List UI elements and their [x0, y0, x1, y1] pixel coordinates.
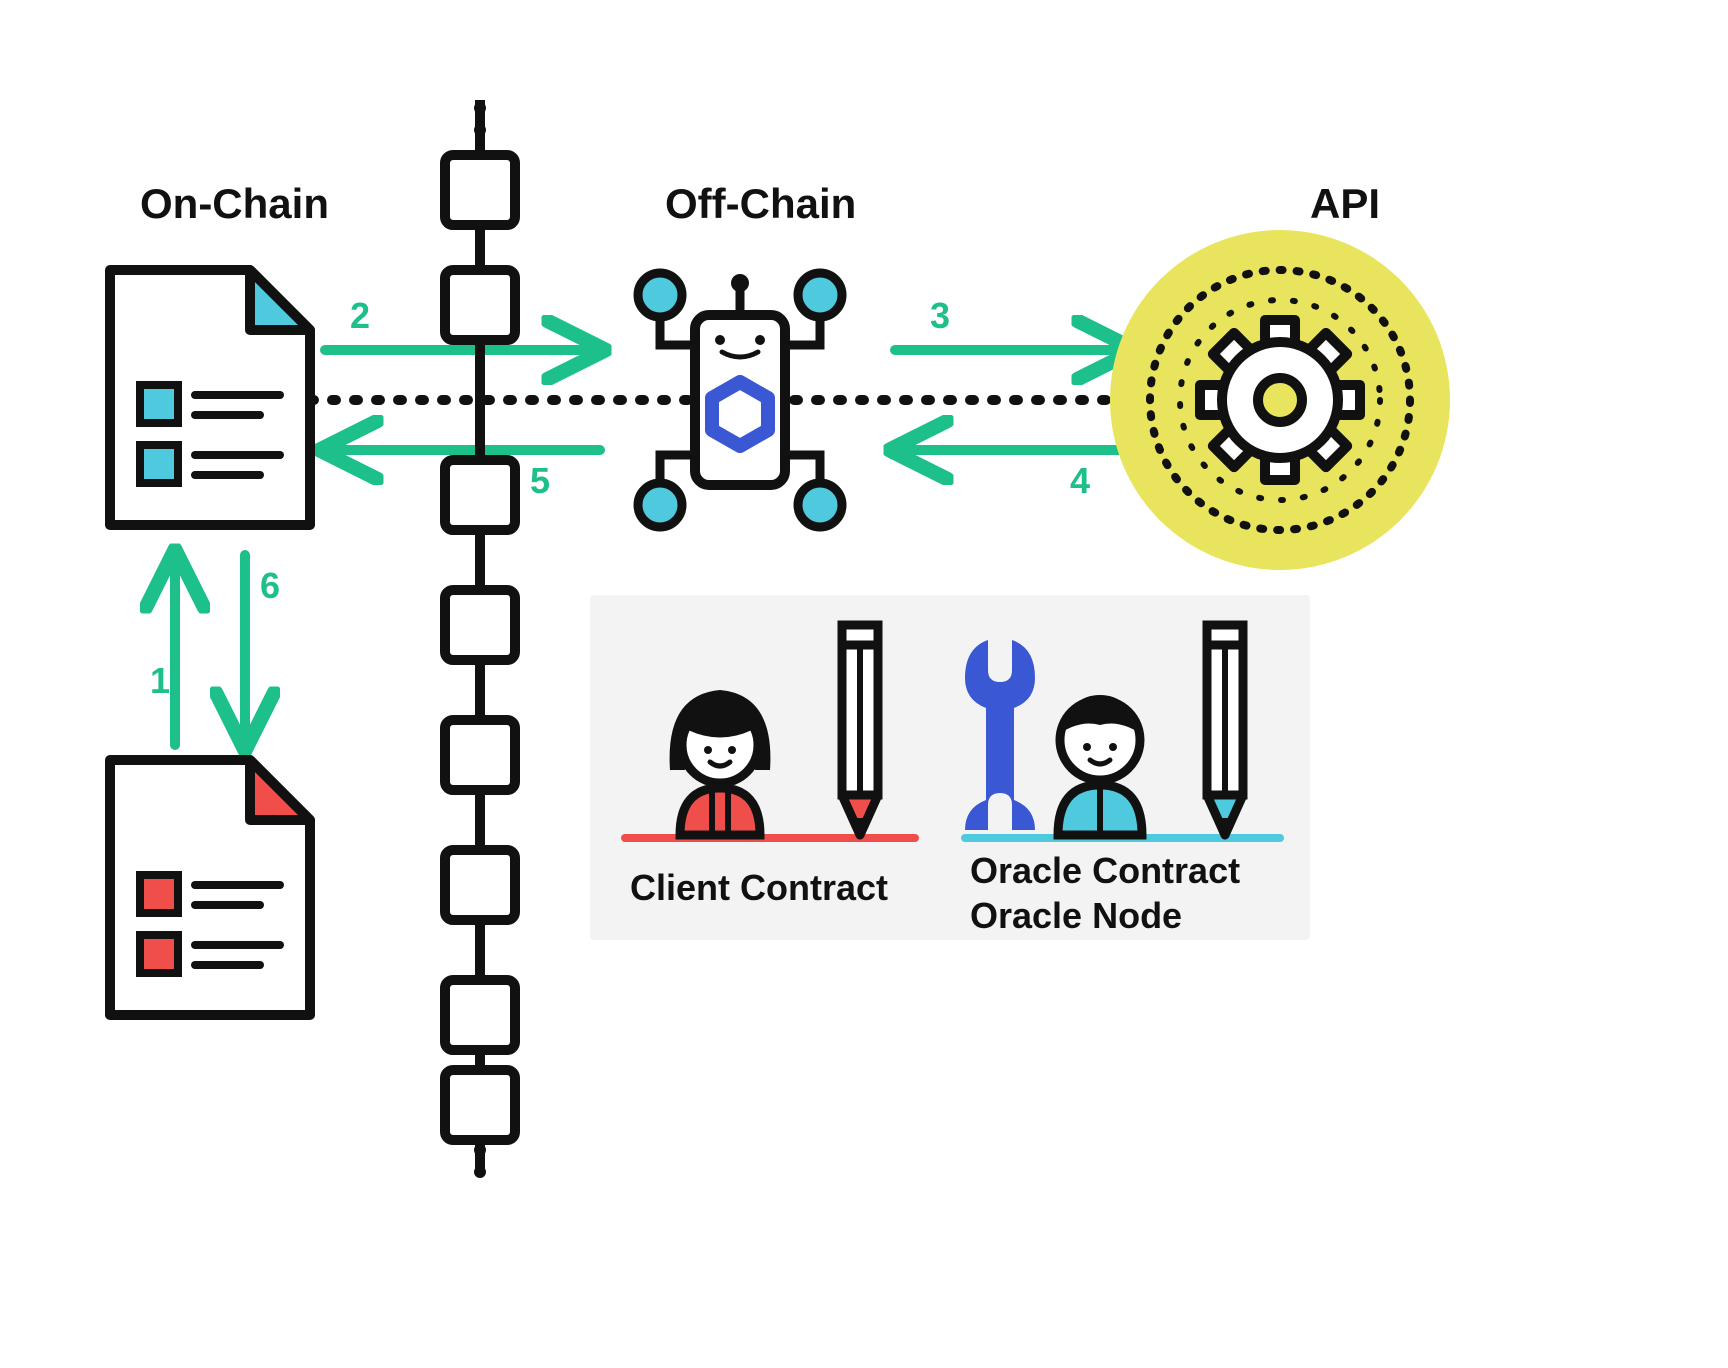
legend-oracle-icon [965, 625, 1280, 838]
document-client-icon [110, 760, 310, 1015]
diagram-canvas: On-Chain Off-Chain API 1 6 2 5 3 4 Clien… [0, 0, 1728, 1368]
document-oracle-icon [110, 270, 310, 525]
blockchain-icon [445, 100, 515, 1178]
diagram-svg [0, 0, 1728, 1368]
legend-client-icon [625, 625, 915, 838]
api-gear-icon [1110, 230, 1450, 570]
